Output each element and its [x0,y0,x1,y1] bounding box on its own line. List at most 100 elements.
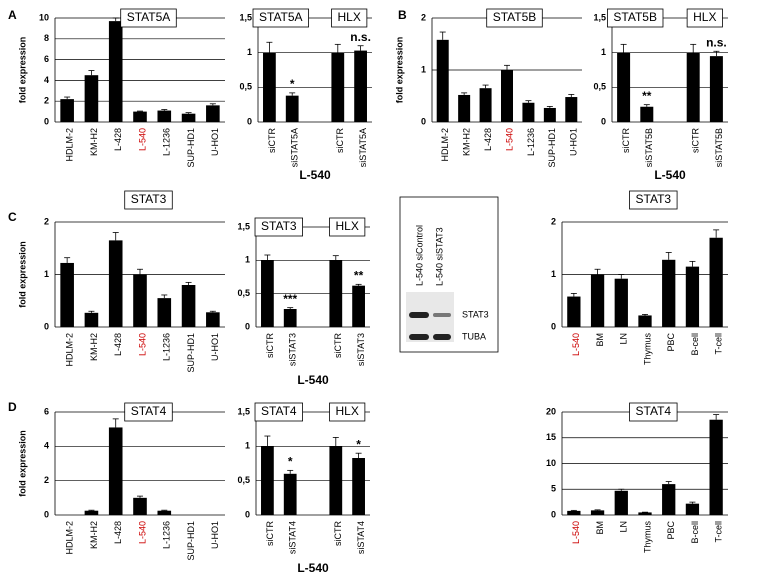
bar [84,510,99,515]
title-box [329,402,366,422]
title-box [629,190,678,210]
y-tick-label: 1 [245,441,250,451]
y-tick-label: 0 [247,116,252,126]
chart-title: STAT3 [636,192,672,206]
x-tick-label: HDLM-2 [65,128,75,162]
bar [181,113,196,122]
x-tick-label: T-cell [714,333,724,355]
bar [157,110,172,122]
x-axis-label: L-540 [297,373,329,387]
y-tick-label: 2 [44,96,49,106]
x-tick-label: siSTAT4 [288,521,298,554]
bar [617,52,631,122]
x-tick-label: siCTR [621,128,631,153]
bar [133,497,147,515]
x-tick-label: L-540 [137,333,147,356]
chart-title: STAT4 [261,404,297,418]
bar [567,296,581,327]
bar [84,75,99,122]
title-box [607,8,664,28]
significance-label: ** [354,269,364,283]
x-tick-label: LN [619,333,629,345]
significance-label: n.s. [350,30,371,44]
x-tick-label: siSTAT5A [290,128,300,167]
chart-title: STAT4 [636,404,672,418]
x-tick-label: L-428 [113,333,123,356]
x-tick-label: L-540 [137,128,147,151]
bar [108,427,123,515]
bar [60,99,74,122]
significance-label: n.s. [706,35,727,49]
bar [331,52,345,122]
bar [157,298,172,327]
x-tick-label: KM-H2 [89,521,99,549]
y-tick-label: 2 [44,475,49,485]
x-tick-label: L-540 [571,521,581,544]
x-tick-label: siCTR [267,128,277,153]
x-tick-label: HDLM-2 [65,333,75,367]
lane-label: L-540 siSTAT3 [434,227,444,286]
chart-title: STAT3 [261,219,297,233]
bar [283,309,297,327]
y-tick-label: 0 [421,116,426,126]
bar [60,262,74,327]
x-tick-label: siCTR [333,521,343,546]
bar [501,70,513,122]
x-tick-label: SUP-HD1 [186,128,196,168]
x-tick-label: siCTR [333,333,343,358]
y-tick-label: 0 [551,509,556,519]
x-tick-label: B-cell [690,521,700,544]
x-tick-label: siCTR [691,128,701,153]
y-tick-label: 0,5 [593,82,606,92]
x-tick-label: SUP-HD1 [186,333,196,373]
y-tick-label: 2 [551,216,556,226]
band-label: STAT3 [462,309,489,319]
lane-label: L-540 siControl [414,225,424,286]
significance-label: * [288,455,293,469]
y-tick-label: 15 [546,432,556,442]
bar [157,510,172,515]
y-tick-label: 8 [44,33,49,43]
blot-band [433,313,451,317]
bar [108,240,123,327]
significance-label: *** [283,292,297,306]
x-tick-label: L-1236 [162,521,172,549]
chart-title: HLX [693,10,716,24]
blot-band [409,312,429,318]
x-tick-label: HDLM-2 [440,128,450,162]
panel-letter: D [8,400,17,414]
y-tick-label: 1,5 [593,12,606,22]
x-tick-label: siCTR [335,128,345,153]
y-tick-label: 0,5 [237,288,250,298]
title-box [120,8,177,28]
x-tick-label: U-HO1 [210,333,220,361]
bar [590,510,605,515]
y-tick-label: 4 [44,441,49,451]
x-tick-label: siSTAT5B [714,128,724,167]
x-tick-label: L-1236 [162,333,172,361]
y-axis-label: fold expression [17,241,27,308]
y-tick-label: 1 [601,47,606,57]
bar [329,446,343,515]
y-tick-label: 20 [546,406,556,416]
y-tick-label: 1 [551,269,556,279]
bar [685,266,700,327]
x-tick-label: siSTAT4 [356,521,366,554]
y-tick-label: 1 [44,269,49,279]
bar [709,237,723,327]
bar [283,473,297,515]
y-tick-label: 6 [44,54,49,64]
y-tick-label: 4 [44,75,49,85]
y-axis-label: fold expression [394,37,404,104]
panel-letter: B [398,8,407,22]
x-tick-label: KM-H2 [462,128,472,156]
title-box [254,217,303,237]
bar [590,274,605,327]
x-tick-label: Thymus [642,333,652,366]
bar [543,107,556,122]
x-tick-label: L-428 [113,128,123,151]
x-tick-label: siSTAT5B [644,128,654,167]
bar [133,111,147,122]
bar [84,312,99,327]
x-axis-label: L-540 [299,168,331,182]
